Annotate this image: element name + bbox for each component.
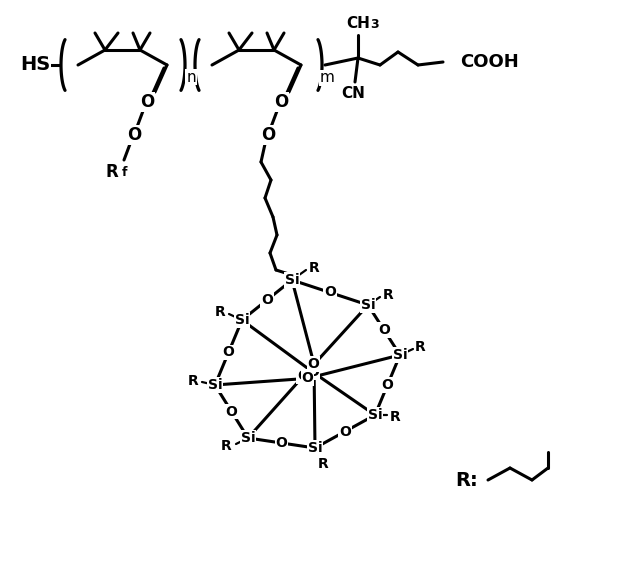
Text: Si: Si [235,313,250,327]
Text: R: R [389,410,401,424]
Text: O: O [140,93,154,111]
Text: O: O [308,366,319,379]
Text: COOH: COOH [460,53,519,71]
Text: Si: Si [241,431,255,445]
Text: O: O [223,345,235,359]
Text: R: R [105,163,119,181]
Text: R: R [414,340,426,354]
Text: O: O [339,425,351,438]
Text: Si: Si [308,441,323,455]
Text: m: m [319,70,334,86]
Text: CH: CH [346,16,370,32]
Text: O: O [324,286,336,299]
Text: O: O [127,126,141,144]
Text: O: O [301,371,313,385]
Text: R: R [221,439,232,453]
Text: 3: 3 [370,18,379,31]
Text: HS: HS [20,56,51,74]
Text: R: R [383,288,393,302]
Text: O: O [261,293,273,307]
Text: R: R [309,261,319,275]
Text: CN: CN [341,86,365,100]
Text: O: O [261,126,275,144]
Text: O: O [378,323,390,337]
Text: Si: Si [392,348,407,362]
Text: R: R [215,305,225,319]
Text: R: R [318,457,328,471]
Text: Si: Si [285,273,300,287]
Text: O: O [225,404,238,418]
Text: n: n [186,70,196,84]
Text: O: O [308,357,319,371]
Text: O: O [297,370,309,383]
Text: O: O [274,93,288,111]
Text: O: O [276,436,288,450]
Text: Si: Si [208,378,222,392]
Text: Si: Si [368,408,383,422]
Text: R:: R: [455,471,478,489]
Text: O: O [381,378,394,392]
Text: Si: Si [361,298,375,312]
Text: R: R [188,374,198,388]
Text: f: f [122,166,127,179]
